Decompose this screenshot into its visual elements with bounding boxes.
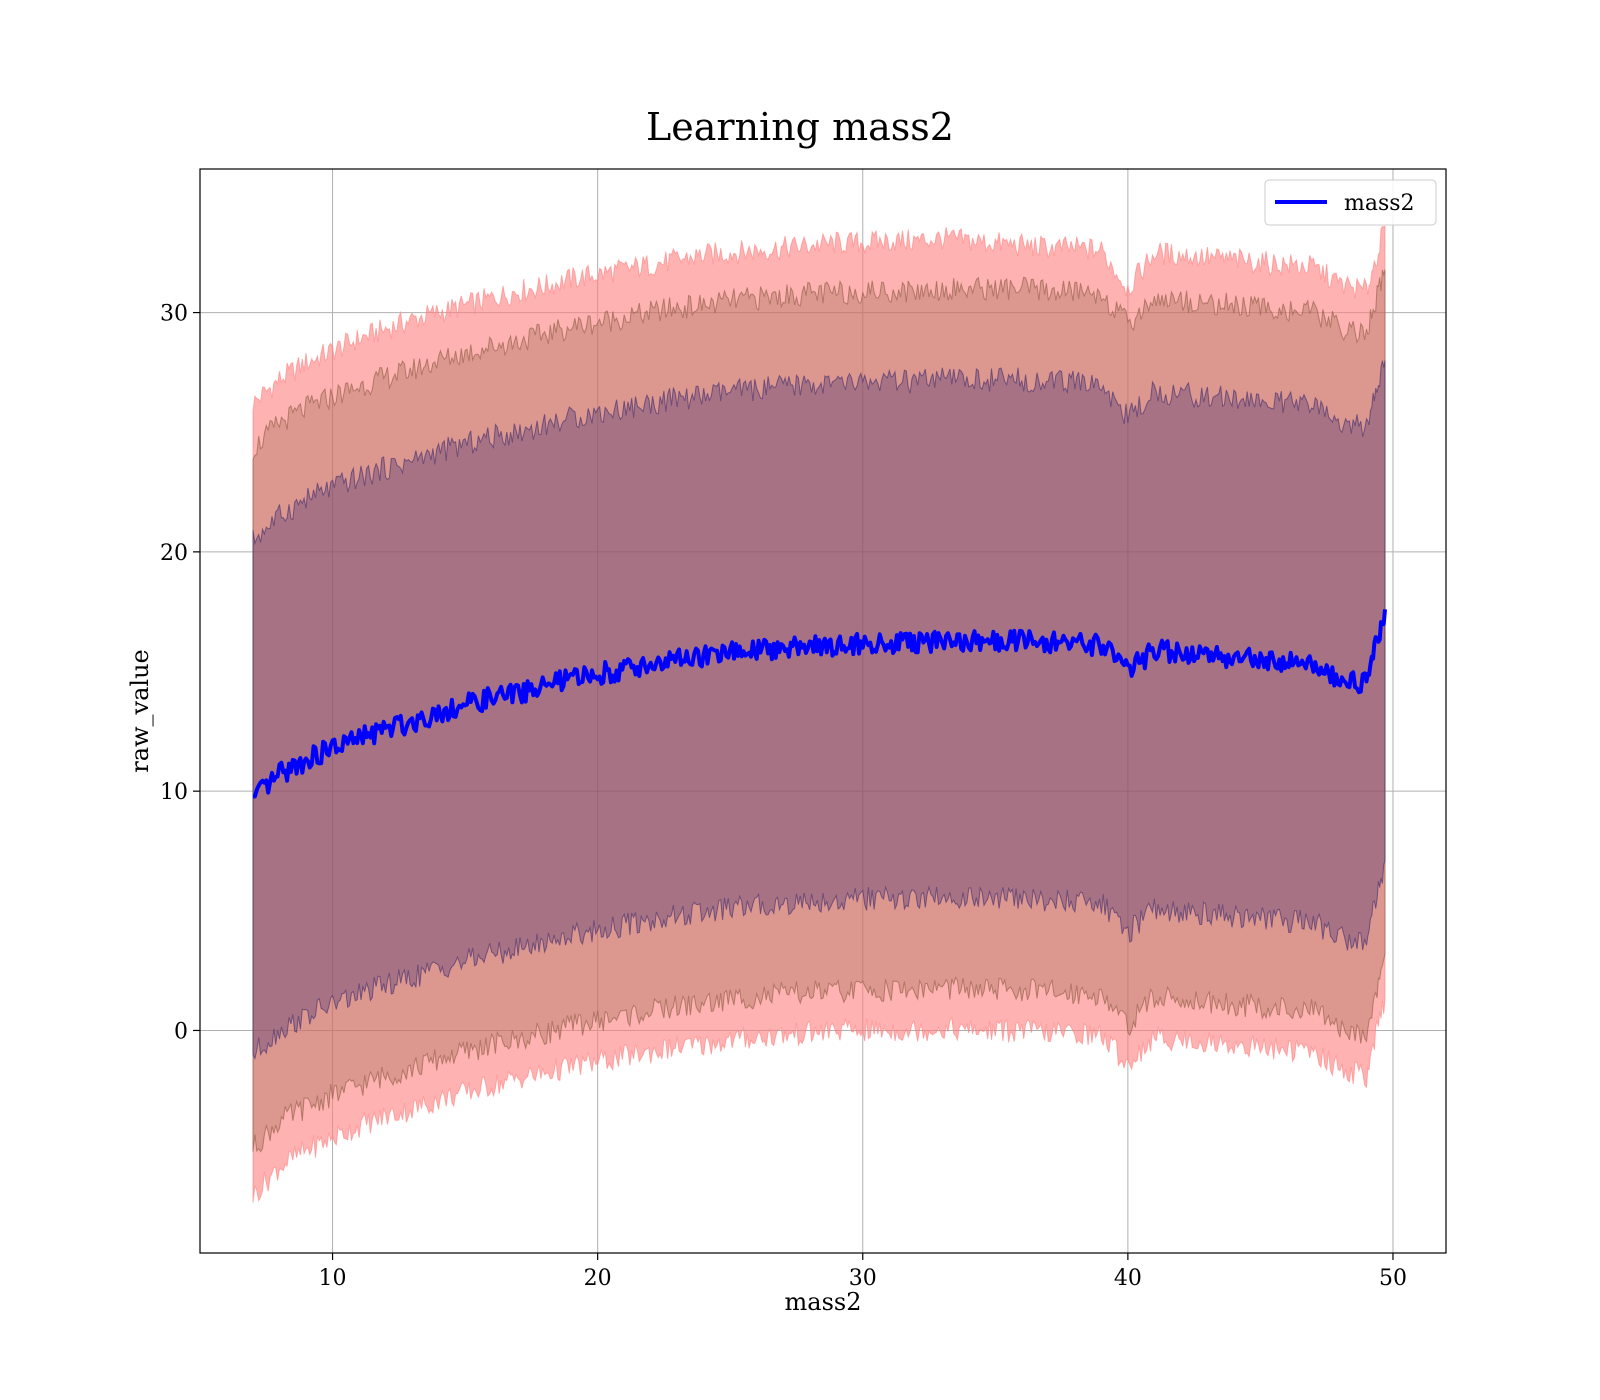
mean-line-mass2: [252, 609, 1387, 799]
confidence-bands: [252, 225, 1386, 1203]
x-tick-label: 20: [584, 1266, 612, 1291]
legend-box: [1264, 179, 1437, 226]
y-tick-label: 30: [160, 302, 188, 327]
chart-title: Learning mass2: [646, 105, 954, 149]
legend-label-mass2: mass2: [1344, 191, 1415, 216]
y-tick-label: 20: [160, 541, 188, 566]
legend: mass2: [1264, 179, 1437, 226]
y-tick-label: 10: [160, 780, 188, 805]
x-axis-label: mass2: [785, 1288, 862, 1316]
y-axis-label: raw_value: [126, 649, 154, 773]
ticks: 10 20 30 40 50 0 10 20 30: [160, 302, 1407, 1291]
inner-band: [252, 360, 1386, 1060]
x-tick-label: 30: [849, 1266, 877, 1291]
y-tick-label: 0: [174, 1019, 188, 1044]
mean-line-group: [252, 609, 1387, 799]
middle-band: [252, 269, 1386, 1153]
x-tick-label: 10: [319, 1266, 347, 1291]
outer-band: [252, 225, 1386, 1203]
x-tick-label: 40: [1114, 1266, 1142, 1291]
plot-frame: [199, 168, 1447, 1254]
x-tick-label: 50: [1379, 1266, 1407, 1291]
